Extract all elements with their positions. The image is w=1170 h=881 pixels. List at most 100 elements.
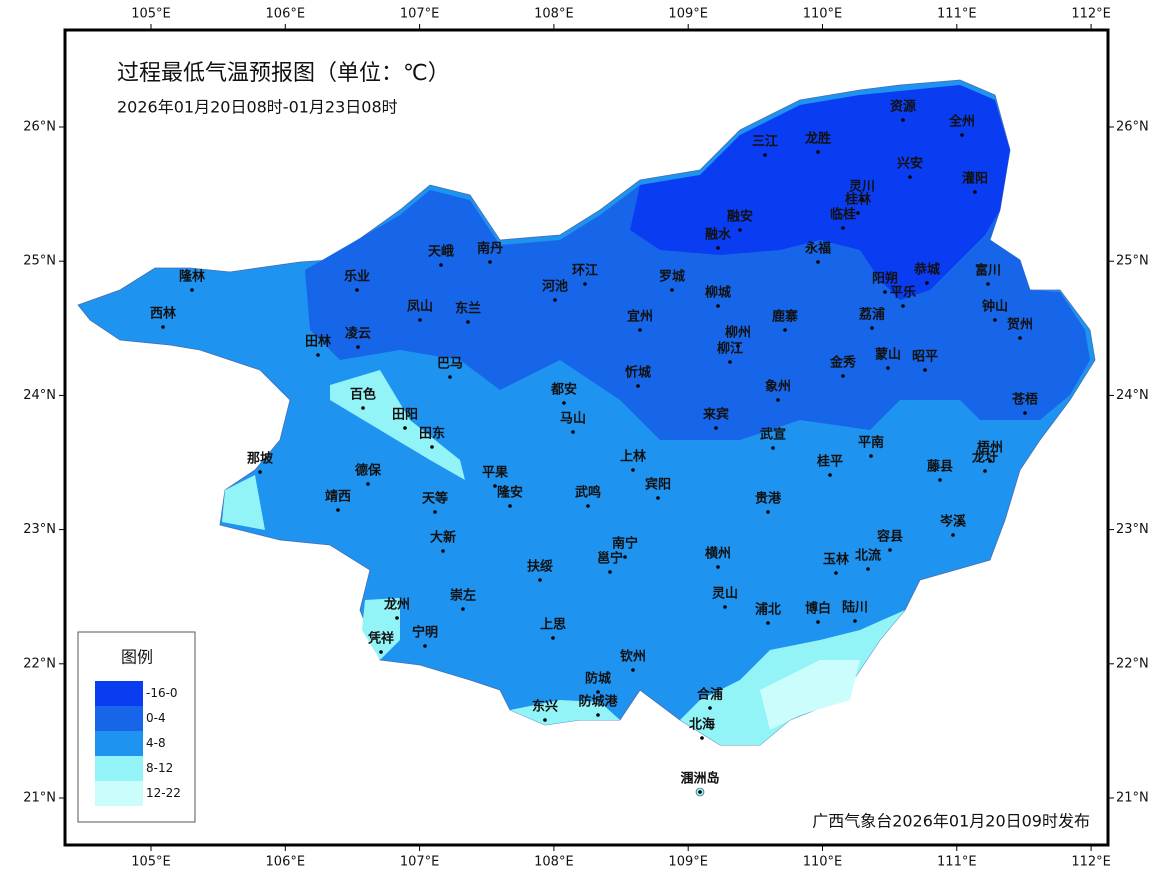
city-dot bbox=[161, 325, 165, 329]
city-dot bbox=[783, 328, 787, 332]
city-dot bbox=[395, 616, 399, 620]
city-label: 阳朔 bbox=[872, 271, 898, 287]
map-layers bbox=[77, 79, 1096, 797]
city-label: 龙圩 bbox=[972, 450, 998, 466]
city-dot bbox=[316, 353, 320, 357]
city-label: 玉林 bbox=[823, 552, 849, 568]
lon-label: 108°E bbox=[534, 855, 574, 870]
city-dot bbox=[553, 298, 557, 302]
city-label: 凭祥 bbox=[367, 631, 394, 647]
city-dot bbox=[886, 366, 890, 370]
lat-label: 23°N bbox=[1116, 522, 1149, 537]
city-label: 防城港 bbox=[578, 694, 618, 710]
city-label: 宾阳 bbox=[645, 477, 671, 493]
city-label: 那坡 bbox=[247, 451, 274, 467]
city-dot bbox=[379, 650, 383, 654]
city-label: 金秀 bbox=[829, 355, 857, 371]
legend-title: 图例 bbox=[121, 648, 153, 667]
legend-swatch bbox=[95, 756, 143, 781]
lon-label: 107°E bbox=[400, 7, 440, 22]
city-label: 宜州 bbox=[627, 309, 653, 325]
city-label: 龙胜 bbox=[805, 131, 831, 147]
city-label: 凌云 bbox=[345, 326, 371, 342]
city-dot bbox=[841, 226, 845, 230]
city-dot bbox=[638, 328, 642, 332]
city-label: 平乐 bbox=[890, 285, 916, 301]
city-label: 浦北 bbox=[755, 602, 781, 618]
legend-label: 4-8 bbox=[146, 736, 166, 750]
legend-swatch bbox=[95, 681, 143, 706]
city-label: 上思 bbox=[540, 618, 566, 633]
city-label: 东兰 bbox=[455, 301, 481, 317]
city-label: 藤县 bbox=[927, 459, 953, 475]
city-dot bbox=[960, 133, 964, 137]
city-label: 来宾 bbox=[702, 407, 729, 423]
city-label: 平果 bbox=[482, 466, 508, 481]
city-label: 梧州 bbox=[977, 440, 1003, 456]
city-label: 柳江 bbox=[717, 341, 743, 357]
city-dot bbox=[766, 510, 770, 514]
city-dot bbox=[698, 790, 702, 794]
lon-label: 111°E bbox=[937, 7, 977, 22]
lat-label: 24°N bbox=[23, 388, 56, 403]
city-label: 贺州 bbox=[1006, 317, 1033, 333]
city-label: 武宣 bbox=[760, 427, 786, 443]
city-label: 天等 bbox=[422, 491, 448, 507]
city-dot bbox=[1018, 336, 1022, 340]
city-dot bbox=[853, 619, 857, 623]
city-dot bbox=[623, 555, 627, 559]
city-label: 北流 bbox=[855, 548, 881, 564]
city-label: 灵山 bbox=[712, 586, 738, 602]
legend-label: 0-4 bbox=[146, 711, 166, 725]
city-dot bbox=[828, 473, 832, 477]
city-dot bbox=[403, 426, 407, 430]
city-label: 巴马 bbox=[437, 357, 463, 372]
city-dot bbox=[190, 288, 194, 292]
city-label: 南丹 bbox=[477, 241, 503, 257]
city-dot bbox=[834, 571, 838, 575]
city-dot bbox=[356, 345, 360, 349]
city-dot bbox=[993, 318, 997, 322]
city-dot bbox=[441, 549, 445, 553]
city-label: 桂平 bbox=[816, 454, 843, 470]
city-label: 博白 bbox=[805, 601, 831, 617]
lat-label: 26°N bbox=[1116, 120, 1149, 135]
city-dot bbox=[596, 690, 600, 694]
city-label: 全州 bbox=[948, 114, 975, 130]
city-dot bbox=[816, 260, 820, 264]
city-dot bbox=[738, 228, 742, 232]
city-label: 苍梧 bbox=[1011, 392, 1038, 408]
city-dot bbox=[841, 374, 845, 378]
lat-label: 26°N bbox=[23, 120, 56, 135]
city-label: 岑溪 bbox=[939, 514, 967, 530]
city-dot bbox=[866, 567, 870, 571]
city-dot bbox=[983, 469, 987, 473]
city-dot bbox=[466, 320, 470, 324]
lon-label: 105°E bbox=[131, 855, 171, 870]
lat-label: 23°N bbox=[23, 522, 56, 537]
city-label: 隆林 bbox=[179, 269, 205, 285]
city-dot bbox=[938, 478, 942, 482]
city-label: 田林 bbox=[305, 334, 331, 350]
city-label: 南宁 bbox=[612, 536, 638, 552]
city-dot bbox=[538, 578, 542, 582]
city-label: 桂林 bbox=[844, 192, 871, 208]
city-dot bbox=[448, 375, 452, 379]
city-dot bbox=[883, 290, 887, 294]
city-dot bbox=[771, 446, 775, 450]
city-label: 容县 bbox=[876, 529, 903, 545]
city-label: 柳州 bbox=[725, 325, 751, 341]
city-label: 合浦 bbox=[697, 687, 723, 703]
city-label: 大新 bbox=[430, 530, 456, 546]
city-label: 武鸣 bbox=[575, 485, 601, 501]
city-label: 崇左 bbox=[450, 588, 476, 604]
city-dot bbox=[423, 644, 427, 648]
city-label: 融安 bbox=[727, 209, 753, 225]
city-dot bbox=[361, 406, 365, 410]
city-label: 上林 bbox=[620, 449, 646, 465]
lon-label: 110°E bbox=[803, 7, 843, 22]
lat-label: 25°N bbox=[23, 254, 56, 269]
city-label: 邕宁 bbox=[597, 551, 623, 567]
city-dot bbox=[716, 246, 720, 250]
city-dot bbox=[776, 398, 780, 402]
